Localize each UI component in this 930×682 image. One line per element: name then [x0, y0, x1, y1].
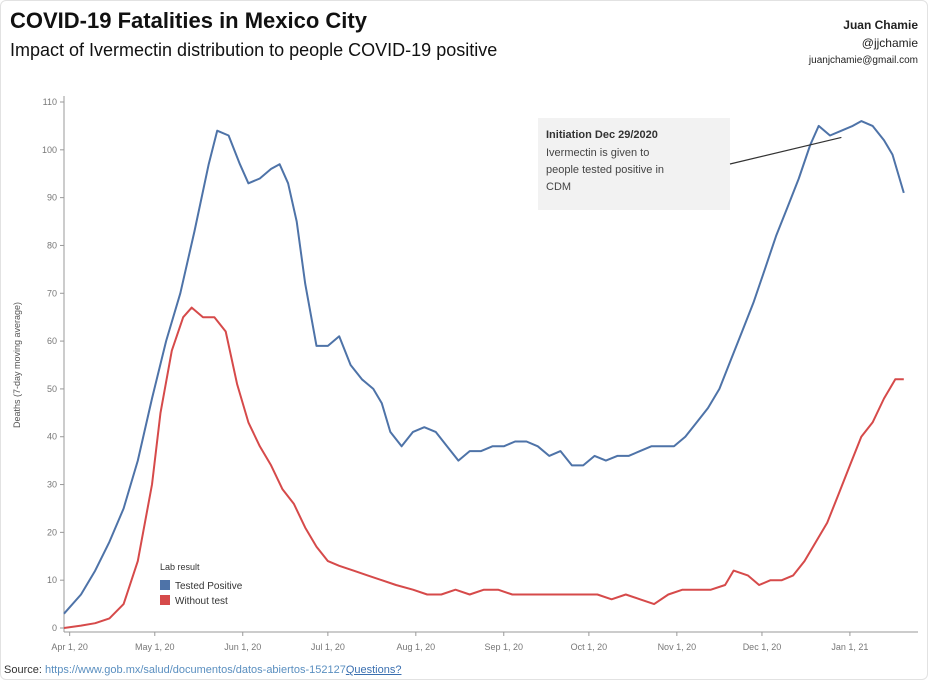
author-handle: @jjchamie	[861, 36, 918, 50]
legend-title: Lab result	[160, 562, 200, 572]
annotation-title: Initiation Dec 29/2020	[546, 129, 658, 141]
x-tick-label: Oct 1, 20	[571, 642, 608, 652]
legend-swatch	[160, 580, 170, 590]
author-name: Juan Chamie	[843, 18, 918, 32]
y-tick-label: 60	[47, 336, 57, 346]
x-tick-label: Nov 1, 20	[658, 642, 697, 652]
chart-subtitle: Impact of Ivermectin distribution to peo…	[10, 40, 498, 60]
questions-link[interactable]: Questions?	[345, 664, 402, 676]
annotation-box	[538, 118, 730, 210]
x-tick-label: Aug 1, 20	[397, 642, 436, 652]
series-without-test-line	[63, 306, 904, 629]
y-tick-label: 40	[47, 432, 57, 442]
chart-title: COVID-19 Fatalities in Mexico City	[10, 8, 367, 33]
y-tick-label: 0	[52, 623, 57, 633]
author-block: Juan Chamie @jjchamie juanjchamie@gmail.…	[809, 16, 918, 70]
y-tick-label: 50	[47, 384, 57, 394]
legend-swatch	[160, 595, 170, 605]
x-tick-label: Apr 1, 20	[51, 642, 88, 652]
y-tick-label: 90	[47, 193, 57, 203]
y-axis-label: Deaths (7-day moving average)	[12, 302, 22, 428]
x-tick-label: Sep 1, 20	[485, 642, 524, 652]
annotation-line: people tested positive in	[546, 164, 664, 176]
line-chart: 0 10 20 30 40 50 60 70 80 90 100 110 Apr 1, 20 May 1,…	[12, 96, 918, 652]
y-tick-label: 100	[42, 145, 57, 155]
source-footer: Source: https://www.gob.mx/salud/documen…	[4, 664, 401, 676]
source-label: Source:	[4, 664, 42, 676]
source-link[interactable]: https://www.gob.mx/salud/documentos/dato…	[44, 664, 346, 676]
x-tick-label: Jul 1, 20	[311, 642, 345, 652]
legend-entry: Without test	[175, 596, 228, 607]
y-tick-label: 30	[47, 480, 57, 490]
y-tick-label: 10	[47, 575, 57, 585]
x-tick-label: Dec 1, 20	[743, 642, 782, 652]
x-tick-label: Jan 1, 21	[831, 642, 868, 652]
author-email: juanjchamie@gmail.com	[808, 55, 918, 66]
x-tick-label: Jun 1, 20	[224, 642, 261, 652]
y-tick-label: 110	[43, 97, 57, 107]
y-tick-label: 70	[47, 288, 57, 298]
x-tick-label: May 1, 20	[135, 642, 175, 652]
series-tested-positive-line	[63, 120, 905, 615]
legend-entry: Tested Positive	[175, 581, 243, 592]
y-tick-label: 80	[47, 240, 57, 250]
annotation-line: CDM	[546, 181, 571, 193]
y-tick-label: 20	[47, 527, 57, 537]
annotation-pointer	[729, 136, 842, 165]
annotation-line: Ivermectin is given to	[546, 147, 649, 159]
